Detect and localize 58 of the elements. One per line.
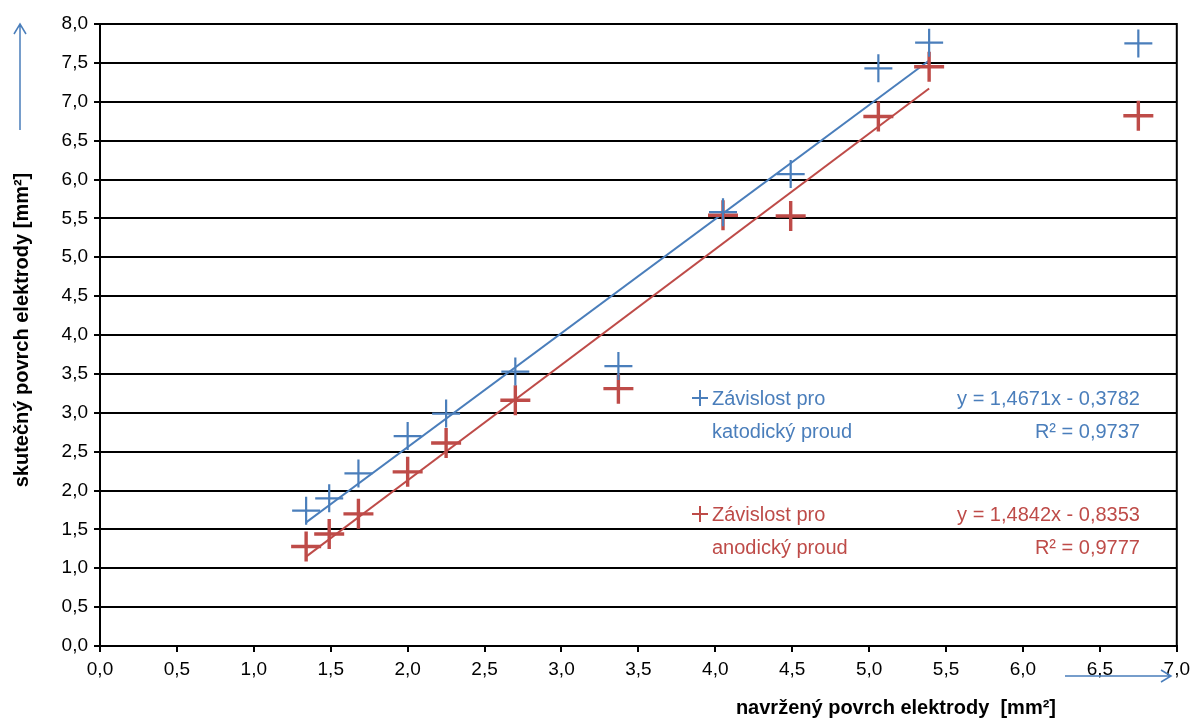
y-tick-label: 6,0 <box>61 167 88 189</box>
x-tick-label: 4,0 <box>702 657 729 679</box>
x-tick-label: 6,5 <box>1086 657 1114 679</box>
y-tick-label: 8,0 <box>61 12 88 34</box>
y-tick-label: 4,5 <box>61 284 88 306</box>
point <box>1124 29 1153 58</box>
point <box>343 498 374 529</box>
point <box>432 399 461 428</box>
y-tick-label: 5,5 <box>61 206 88 228</box>
point <box>315 484 344 513</box>
point <box>393 422 422 451</box>
y-tick-label: 5,0 <box>61 245 88 267</box>
annotation: y = 1,4671x - 0,3782 <box>957 386 1140 411</box>
point <box>501 357 530 386</box>
point <box>604 352 633 381</box>
x-tick-label: 2,5 <box>471 657 498 679</box>
point <box>291 531 322 562</box>
x-tick-label: 3,5 <box>625 657 652 679</box>
x-tick-label: 6,0 <box>1009 657 1037 679</box>
x-tick-label: 7,0 <box>1163 657 1190 679</box>
point <box>864 54 893 83</box>
legend-label: Závislost pro katodický proud <box>712 386 854 444</box>
y-tick-label: 3,0 <box>61 400 88 422</box>
point <box>292 496 321 525</box>
x-tick-label: 0,5 <box>163 657 191 679</box>
annotation: y = 1,4842x - 0,8353 <box>957 502 1140 527</box>
x-tick-label: 2,0 <box>394 657 421 679</box>
y-tick-label: 4,0 <box>61 323 88 345</box>
legend-label: Závislost pro anodický proud <box>712 502 849 560</box>
point <box>344 459 373 488</box>
y-tick-label: 1,0 <box>61 556 88 578</box>
y-tick-label: 3,5 <box>61 362 88 384</box>
point <box>392 456 423 487</box>
x-tick-label: 5,0 <box>855 657 883 679</box>
y-tick-label: 7,5 <box>61 51 88 73</box>
x-tick-label: 3,0 <box>548 657 575 679</box>
point <box>775 201 806 232</box>
y-tick-label: 2,5 <box>61 439 88 461</box>
point <box>431 428 462 459</box>
x-tick-label: 0,0 <box>86 657 114 679</box>
point <box>915 28 944 57</box>
x-tick-label: 4,5 <box>779 657 806 679</box>
y-tick-label: 0,5 <box>61 595 88 617</box>
annotation: R² = 0,9737 <box>1033 419 1140 444</box>
point <box>314 519 345 550</box>
y-axis-title: skutečný povrch elektrody [mm²] <box>9 172 32 488</box>
x-tick-label: 5,5 <box>932 657 960 679</box>
annotation: R² = 0,9777 <box>1033 535 1140 560</box>
x-tick-label: 1,5 <box>317 657 344 679</box>
x-tick-label: 1,0 <box>240 657 268 679</box>
y-tick-label: 2,0 <box>61 478 88 500</box>
point <box>914 51 945 82</box>
y-tick-label: 0,0 <box>61 634 88 656</box>
point <box>776 160 805 189</box>
x-axis-title: navržený povrch elektrody [mm²] <box>735 695 1056 718</box>
y-tick-label: 7,0 <box>61 89 88 111</box>
y-tick-label: 1,5 <box>61 517 88 539</box>
y-tick-label: 6,5 <box>61 128 88 150</box>
